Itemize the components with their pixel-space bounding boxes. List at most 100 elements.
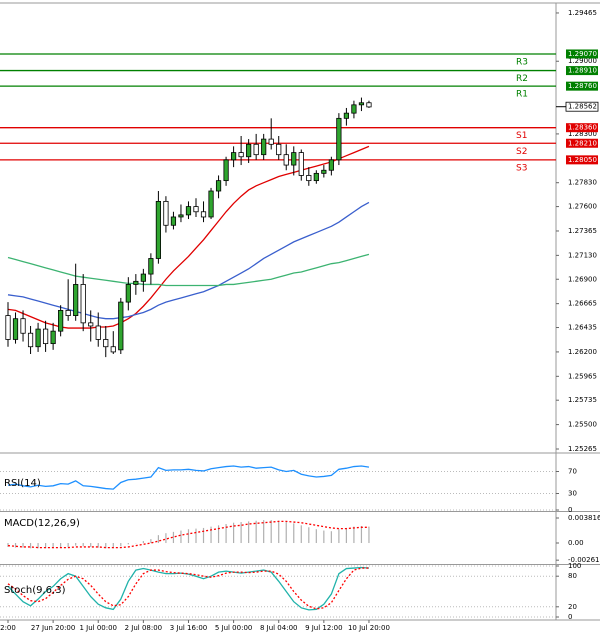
candle-body	[367, 103, 371, 107]
macd-bar	[271, 520, 272, 543]
candle-body	[51, 331, 55, 343]
candle-body	[43, 329, 47, 344]
y-tick-label: 1.25500	[568, 421, 597, 429]
y-tick-label: 1.29465	[568, 9, 597, 17]
macd-bar	[75, 543, 76, 546]
candle-body	[246, 144, 250, 156]
macd-bar	[210, 527, 211, 543]
y-tick-label: 20	[568, 603, 577, 611]
macd-bar	[323, 531, 324, 543]
macd-bar	[368, 527, 369, 543]
macd-bar	[316, 529, 317, 543]
candle-body	[239, 153, 243, 157]
macd-bar	[293, 523, 294, 543]
macd-bar	[286, 522, 287, 543]
x-tick-label: 27 Jun 20:00	[31, 624, 75, 632]
macd-bar	[188, 529, 189, 543]
indicator-title: MACD(12,26,9)	[4, 518, 80, 529]
candle-body	[36, 329, 40, 347]
macd-bar	[195, 529, 196, 543]
candle-body	[104, 339, 108, 346]
macd-bar	[331, 531, 332, 543]
pivot-name: R2	[516, 74, 528, 84]
candle-body	[171, 217, 175, 225]
y-tick-label: 1.27830	[568, 179, 597, 187]
price-box-label: 1.29070	[568, 50, 597, 58]
macd-bar	[90, 543, 91, 547]
y-tick-label: 0	[568, 506, 572, 514]
candle-body	[359, 103, 363, 105]
candle-body	[314, 173, 318, 180]
macd-bar	[68, 543, 69, 547]
candle-body	[352, 105, 356, 113]
candle-body	[96, 326, 100, 339]
candle-body	[216, 181, 220, 191]
y-tick-label: 80	[568, 572, 577, 580]
price-box-label: 1.28050	[568, 156, 597, 164]
x-tick-label: 2 Jul 08:00	[125, 624, 163, 632]
macd-bar	[143, 541, 144, 543]
y-tick-label: 1.25265	[568, 445, 597, 453]
pivot-name: S1	[516, 131, 527, 141]
y-tick-label: 0	[568, 613, 572, 621]
macd-bar	[353, 527, 354, 543]
y-tick-label: 1.26200	[568, 348, 597, 356]
candle-body	[28, 333, 32, 346]
y-tick-label: 1.26900	[568, 275, 597, 283]
indicator-title: RSI(14)	[4, 478, 41, 489]
candle-body	[261, 139, 265, 155]
y-tick-label: 0.003816	[568, 514, 600, 522]
candle-body	[73, 284, 77, 315]
y-tick-label: 1.27130	[568, 251, 597, 259]
candle-body	[134, 281, 138, 284]
candle-body	[186, 207, 190, 215]
candle-body	[6, 316, 10, 340]
y-tick-label: 30	[568, 490, 577, 498]
candle-body	[337, 118, 341, 160]
candle-body	[149, 258, 153, 274]
candle-body	[254, 144, 258, 154]
macd-bar	[158, 535, 159, 543]
candle-body	[194, 207, 198, 212]
price-box-label: 1.28360	[568, 124, 597, 132]
x-tick-label: 1 Jul 00:00	[79, 624, 117, 632]
y-tick-label: 70	[568, 468, 577, 476]
y-tick-label: 1.27365	[568, 227, 597, 235]
x-tick-label: 3 Jul 16:00	[170, 624, 208, 632]
y-tick-label: 1.26665	[568, 300, 597, 308]
y-tick-label: 1.25965	[568, 372, 597, 380]
candle-body	[307, 175, 311, 180]
macd-bar	[30, 543, 31, 548]
candle-body	[224, 160, 228, 181]
macd-bar	[173, 532, 174, 543]
macd-bar	[256, 521, 257, 543]
candle-body	[344, 113, 348, 118]
candle-body	[284, 155, 288, 165]
y-tick-label: 100	[568, 562, 581, 570]
macd-bar	[150, 539, 151, 543]
candle-body	[89, 323, 93, 326]
macd-bar	[120, 543, 121, 546]
pivot-name: S2	[516, 147, 527, 157]
macd-bar	[263, 520, 264, 543]
macd-bar	[248, 521, 249, 543]
y-tick-label: 1.25735	[568, 396, 597, 404]
pivot-name: R1	[516, 90, 528, 100]
pivot-name: S3	[516, 163, 527, 173]
x-tick-label: 5 Jul 00:00	[215, 624, 253, 632]
x-tick-label: 10 Jul 20:00	[348, 624, 390, 632]
y-tick-label: 0.00	[568, 539, 584, 547]
candle-body	[209, 191, 213, 217]
macd-bar	[7, 543, 8, 547]
macd-bar	[128, 543, 129, 544]
macd-bar	[180, 531, 181, 543]
macd-bar	[278, 521, 279, 543]
candle-body	[164, 201, 168, 225]
x-tick-label: 9 Jul 12:00	[305, 624, 343, 632]
macd-bar	[165, 533, 166, 543]
candle-body	[269, 139, 273, 144]
candle-body	[119, 302, 123, 350]
indicator-title: Stoch(9,6,3)	[4, 585, 66, 596]
price-box-label: 1.28210	[568, 139, 597, 147]
